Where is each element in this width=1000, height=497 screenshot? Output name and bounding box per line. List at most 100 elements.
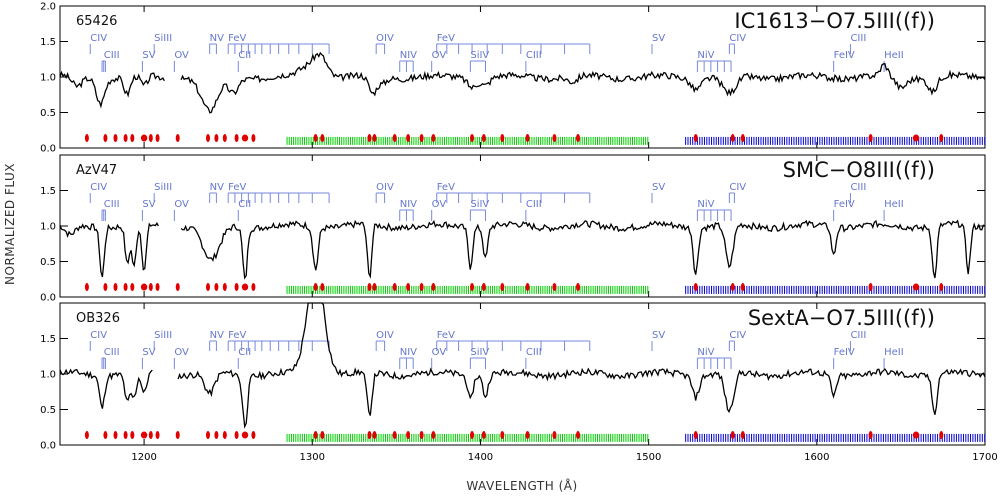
ion-marker: CIV	[728, 330, 746, 351]
red-mark	[730, 134, 735, 143]
ion-label: NV	[210, 33, 224, 44]
x-tick-label: 1600	[804, 452, 829, 463]
ion-marker: CIII	[525, 50, 542, 72]
ion-label: SiIII	[154, 182, 172, 193]
red-mark	[214, 431, 219, 440]
ion-label: SV	[142, 347, 155, 358]
ion-marker: SV	[651, 330, 665, 351]
ion-marker: SV	[651, 182, 665, 203]
ion-marker: CIII	[525, 347, 542, 369]
ion-marker: NV	[209, 330, 224, 351]
red-mark	[130, 134, 135, 143]
y-tick-label: 0.0	[40, 144, 56, 155]
red-mark	[140, 134, 148, 142]
y-tick-label: 1.0	[40, 370, 56, 381]
red-mark	[912, 134, 920, 142]
red-mark	[206, 431, 210, 440]
ion-marker: CIV	[89, 182, 107, 203]
red-mark	[148, 431, 153, 440]
red-mark	[552, 134, 557, 143]
ion-marker: FeV	[227, 182, 330, 203]
ion-marker: CIV	[89, 33, 107, 54]
red-mark	[406, 283, 411, 292]
red-mark	[84, 431, 89, 440]
red-mark	[234, 431, 239, 440]
ion-marker: OV	[173, 50, 189, 72]
ion-label: NIV	[400, 50, 417, 61]
y-axis-title: NORMALIZED FLUX	[3, 163, 17, 285]
spectrum-line	[59, 70, 165, 109]
red-mark	[123, 134, 128, 143]
ion-label: OV	[174, 347, 189, 358]
x-tick-label: 1500	[636, 452, 661, 463]
ion-marker: FeV	[227, 33, 330, 54]
ion-marker: CIV	[89, 330, 107, 351]
ion-marker: NIV	[399, 50, 417, 72]
spectrum-line	[180, 219, 986, 280]
ion-label: CIV	[90, 182, 107, 193]
ion-label: SV	[142, 199, 155, 210]
ion-marker: CIII	[525, 199, 542, 221]
red-mark	[313, 431, 318, 440]
ion-marker: SV	[141, 347, 156, 369]
ion-marker: NIV	[399, 199, 417, 221]
red-mark	[234, 283, 239, 292]
ion-marker: NIV	[399, 347, 417, 369]
ion-label: CII	[238, 199, 251, 210]
red-mark	[372, 134, 377, 143]
red-mark	[148, 134, 153, 143]
red-mark	[939, 134, 944, 143]
red-mark	[552, 431, 557, 440]
x-tick-label: 1700	[972, 452, 997, 463]
ion-marker: FeV	[436, 33, 591, 54]
line-marks	[84, 134, 986, 145]
y-tick-label: 1.5	[40, 186, 56, 197]
ion-marker: OV	[173, 347, 189, 369]
red-mark	[740, 431, 745, 440]
red-mark	[113, 431, 118, 440]
ion-marker: CIII	[101, 347, 120, 369]
red-mark	[481, 431, 486, 440]
ion-label: NV	[210, 182, 224, 193]
ion-label: SV	[652, 182, 665, 193]
ion-label: SiIV	[470, 199, 489, 210]
ion-label: OV	[174, 199, 189, 210]
red-mark	[84, 134, 89, 143]
ion-label: CIII	[104, 50, 120, 61]
ion-label: CIII	[850, 182, 866, 193]
star-label: OB326	[76, 311, 120, 326]
red-mark	[313, 134, 318, 143]
red-mark	[525, 431, 530, 440]
x-tick-label: 1300	[300, 452, 325, 463]
y-tick-label: 0.0	[40, 441, 56, 452]
ion-label: FeV	[228, 33, 246, 44]
ion-marker: NiV	[696, 199, 732, 221]
red-mark	[367, 431, 372, 440]
red-mark	[103, 134, 108, 143]
red-mark	[939, 283, 944, 292]
red-mark	[406, 134, 411, 143]
ion-marker: NV	[209, 182, 224, 203]
red-mark	[113, 283, 118, 292]
ion-label: HeII	[884, 199, 904, 210]
star-label: 65426	[76, 14, 117, 29]
ion-label: FeV	[437, 330, 455, 341]
red-mark	[251, 134, 256, 143]
ion-label: OV	[174, 50, 189, 61]
line-marks	[84, 431, 986, 442]
ion-marker: CII	[237, 199, 251, 221]
ion-marker: FeIV	[833, 199, 855, 221]
ion-label: CIV	[90, 33, 107, 44]
ion-label: FeIV	[834, 50, 855, 61]
y-tick-label: 1.5	[40, 37, 56, 48]
ion-label: OV	[432, 347, 447, 358]
ion-marker: CIII	[101, 50, 120, 72]
red-mark	[206, 283, 210, 292]
red-mark	[103, 283, 108, 292]
red-mark	[431, 134, 436, 143]
ion-marker: CII	[237, 50, 251, 72]
red-mark	[419, 431, 424, 440]
red-mark	[392, 134, 397, 143]
red-mark	[234, 134, 239, 143]
